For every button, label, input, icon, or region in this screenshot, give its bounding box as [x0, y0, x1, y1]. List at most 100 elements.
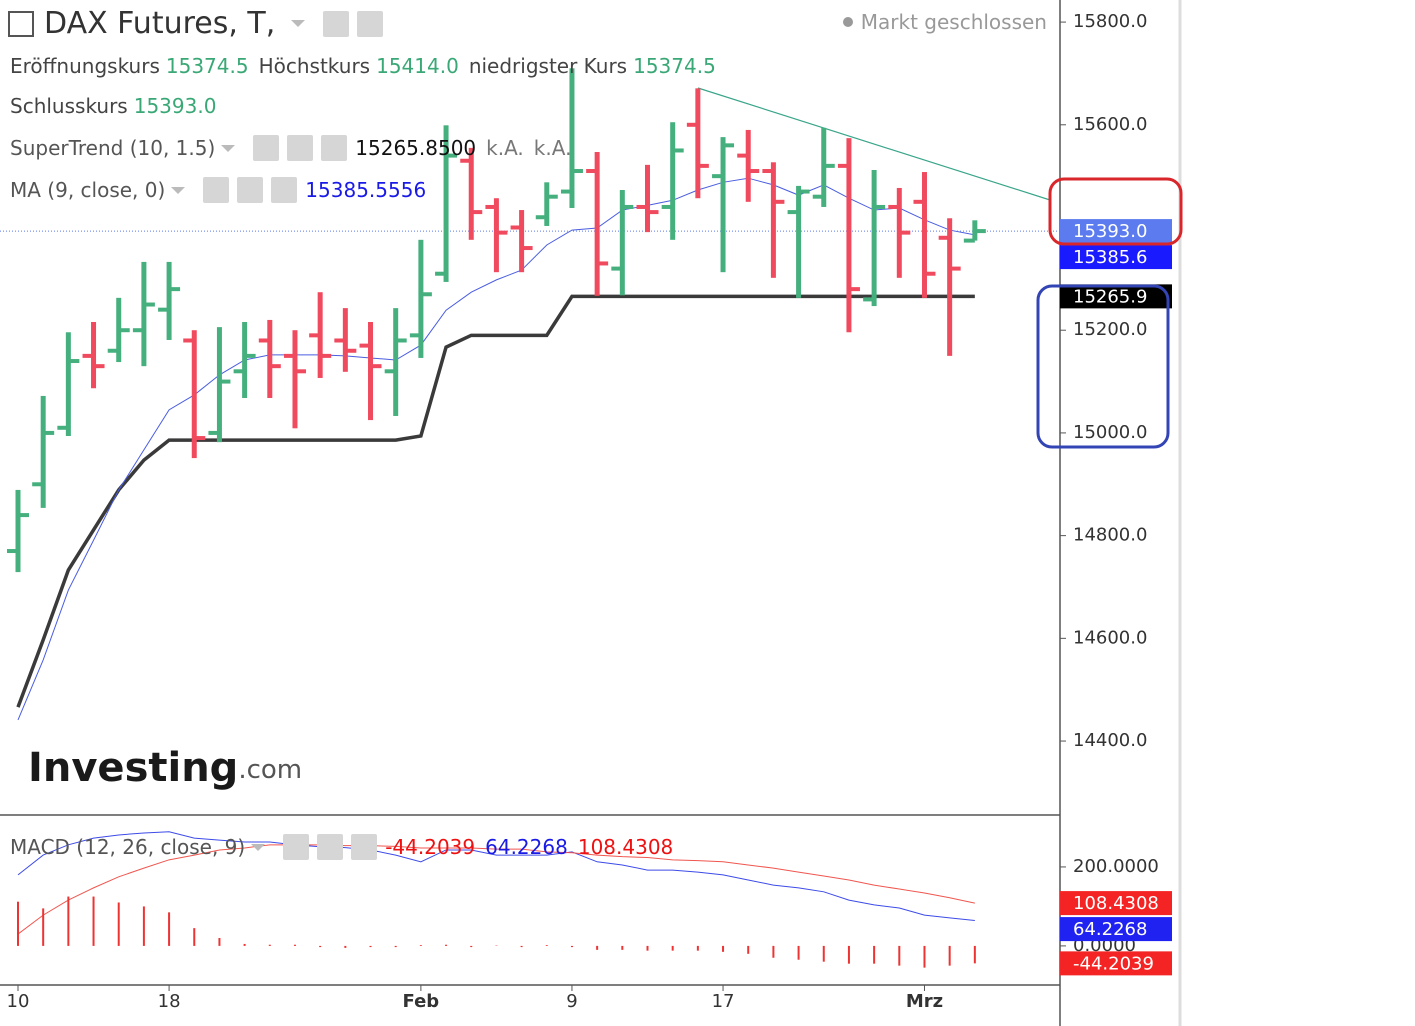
histogram-bar [218, 938, 221, 946]
highlight-box [1036, 284, 1170, 449]
ohlc-open [938, 235, 950, 240]
ohlc-open [82, 353, 94, 358]
ohlc-close [118, 328, 130, 333]
ohlc-close [924, 271, 936, 276]
header: DAX Futures, T, [8, 6, 391, 41]
ohlc-open [7, 549, 18, 554]
axis-marker [1060, 245, 1172, 270]
x-tick-label: Feb [403, 991, 440, 1012]
axis-marker-label: 15265.9 [1073, 286, 1147, 307]
ohlc-legend: Eröffnungskurs 15374.5 Höchstkurs 15414.0 ni… [10, 54, 726, 78]
ohlc-close [546, 194, 558, 199]
ohlc-close [874, 204, 886, 209]
dropdown[interactable] [221, 144, 236, 152]
ohlc-range [619, 190, 625, 296]
x-tick-label: 9 [566, 991, 577, 1012]
ohlc-open [787, 210, 799, 215]
histogram-bar [193, 928, 196, 946]
ohlc-open [863, 297, 875, 302]
histogram-bar [822, 945, 825, 962]
ohlc-close [647, 210, 659, 215]
indicator-name: MACD (12, 26, close, 9) [10, 835, 246, 859]
eye-icon[interactable] [323, 10, 350, 37]
ohlc-range [770, 162, 776, 278]
indicator-value: 15265.8500 [355, 136, 477, 160]
eye-icon[interactable] [253, 135, 280, 161]
y-tick-label: 14400.0 [1073, 730, 1147, 751]
dropdown[interactable] [291, 20, 306, 27]
ohlc-close [345, 348, 357, 353]
close-icon[interactable] [351, 834, 378, 860]
legend-value: 15393.0 [133, 94, 217, 118]
gear-icon[interactable] [357, 10, 384, 37]
histogram-bar [17, 901, 19, 946]
ohlc-close [320, 353, 332, 358]
ohlc-open [309, 333, 321, 338]
histogram-bar [168, 912, 171, 946]
ohlc-open [435, 271, 447, 276]
ohlc-open [963, 238, 975, 243]
ohlc-range [40, 395, 46, 508]
gear-icon[interactable] [287, 135, 314, 161]
close-icon[interactable] [271, 177, 298, 203]
ohlc-range [871, 169, 877, 307]
indicator-line [17, 177, 975, 721]
histogram-bar [520, 945, 523, 948]
collapse-icon[interactable] [8, 10, 34, 37]
indicator-value: 108.4308 [577, 835, 674, 859]
ohlc-open [888, 204, 900, 209]
ohlc-close [370, 364, 382, 369]
ohlc-range [569, 68, 575, 208]
ohlc-open [233, 369, 245, 374]
eye-icon[interactable] [283, 834, 310, 860]
histogram-bar [394, 945, 397, 948]
ohlc-close [43, 430, 55, 435]
histogram-bar [671, 945, 674, 951]
ohlc-open [384, 369, 396, 374]
y-tick-label: 15000.0 [1073, 422, 1147, 443]
ohlc-open [359, 343, 371, 348]
ohlc-open [661, 204, 673, 209]
ohlc-open [283, 353, 295, 358]
y-tick-label: 200.0000 [1073, 856, 1159, 877]
ohlc-range [15, 489, 21, 573]
ohlc-close [521, 246, 533, 251]
ohlc-range [544, 182, 550, 226]
close-icon[interactable] [321, 135, 348, 161]
chart-title: DAX Futures, T, [44, 6, 276, 41]
ohlc-open [611, 266, 623, 271]
dropdown[interactable] [251, 843, 266, 851]
y-tick-label: 15200.0 [1073, 319, 1147, 340]
ohlc-close [571, 169, 583, 174]
legend-name: Höchstkurs [258, 54, 371, 78]
ohlc-range [191, 330, 197, 459]
ohlc-open [183, 338, 195, 343]
watermark-domain: .com [238, 755, 302, 785]
eye-icon[interactable] [203, 177, 230, 203]
ohlc-open [334, 338, 346, 343]
indicator-legend: SuperTrend (10, 1.5) 15265.8500 k.A. k.A. [10, 135, 581, 161]
gear-icon[interactable] [237, 177, 264, 203]
histogram-bar [268, 944, 271, 946]
gear-icon[interactable] [317, 834, 344, 860]
indicator-value: k.A. [533, 136, 572, 160]
legend-name: niedrigster Kurs [468, 54, 628, 78]
market-status: Markt geschlossen [842, 10, 1047, 34]
ohlc-open [560, 189, 572, 194]
indicator-legend: MA (9, close, 0) 15385.5556 [10, 177, 436, 203]
histogram-bar [570, 945, 573, 948]
histogram-bar [948, 945, 951, 966]
ohlc-range [594, 152, 600, 296]
histogram-bar [92, 896, 95, 946]
ohlc-close [244, 353, 256, 358]
ohlc-close [748, 169, 760, 174]
dropdown[interactable] [171, 186, 186, 194]
indicator-value: 64.2268 [485, 835, 568, 859]
ohlc-range [443, 125, 449, 282]
ohlc-range [267, 319, 273, 398]
ohlc-range [493, 198, 499, 273]
ohlc-close [446, 153, 458, 158]
trend-line [697, 87, 1051, 201]
axis-marker-label: 108.4308 [1073, 893, 1159, 914]
ohlc-close [622, 204, 634, 209]
